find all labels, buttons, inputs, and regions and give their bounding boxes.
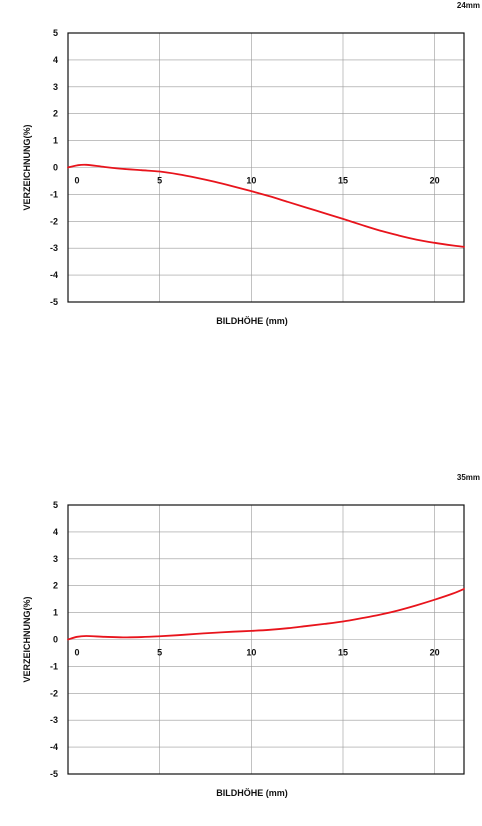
y-tick-label: -3 [50, 243, 58, 253]
distortion-chart-35mm: 35mm 5 4 3 2 1 0 -1 -2 -3 -4 -5 0 5 10 15 20 BILDHÖHE (mm… [0, 472, 482, 812]
x-tick-label: 5 [157, 648, 162, 658]
y-axis-label: VERZEICHNUNG(%) [22, 596, 32, 682]
y-tick-label: 4 [53, 527, 58, 537]
y-tick-label: 5 [53, 28, 58, 38]
y-tick-label: 0 [53, 635, 58, 645]
y-tick-label: 4 [53, 55, 58, 65]
distortion-curve [67, 588, 465, 641]
y-tick-label: 0 [53, 163, 58, 173]
x-tick-label: 10 [246, 648, 256, 658]
grid [68, 505, 464, 774]
y-tick-label: -3 [50, 715, 58, 725]
x-tick-label: 0 [74, 648, 79, 658]
distortion-curve [67, 163, 465, 248]
x-tick-label: 10 [246, 176, 256, 186]
y-tick-label: -1 [50, 661, 58, 671]
y-tick-label: -4 [50, 270, 58, 280]
x-tick-label: 5 [157, 176, 162, 186]
y-tick-label: -1 [50, 189, 58, 199]
x-tick-label: 0 [74, 176, 79, 186]
chart-title: 35mm [457, 473, 480, 482]
grid [68, 33, 464, 302]
y-tick-label: -4 [50, 742, 58, 752]
y-tick-label: 1 [53, 136, 58, 146]
x-axis-label: BILDHÖHE (mm) [216, 788, 288, 798]
y-axis-label: VERZEICHNUNG(%) [22, 124, 32, 210]
chart-title: 24mm [457, 1, 480, 10]
distortion-chart-24mm: 24mm 5 4 3 2 1 0 -1 -2 -3 -4 -5 0 5 10 15 20 BILDHÖHE (mm… [0, 0, 482, 340]
y-tick-label: 2 [53, 581, 58, 591]
x-tick-label: 20 [430, 176, 440, 186]
x-tick-label: 15 [338, 648, 348, 658]
x-tick-label: 20 [430, 648, 440, 658]
y-tick-label: 2 [53, 109, 58, 119]
y-tick-label: -5 [50, 297, 58, 307]
x-tick-label: 15 [338, 176, 348, 186]
y-tick-label: 1 [53, 608, 58, 618]
y-tick-label: -5 [50, 769, 58, 779]
y-tick-label: -2 [50, 216, 58, 226]
y-tick-label: 3 [53, 554, 58, 564]
y-tick-label: 3 [53, 82, 58, 92]
y-tick-label: 5 [53, 500, 58, 510]
x-axis-label: BILDHÖHE (mm) [216, 316, 288, 326]
y-tick-label: -2 [50, 688, 58, 698]
